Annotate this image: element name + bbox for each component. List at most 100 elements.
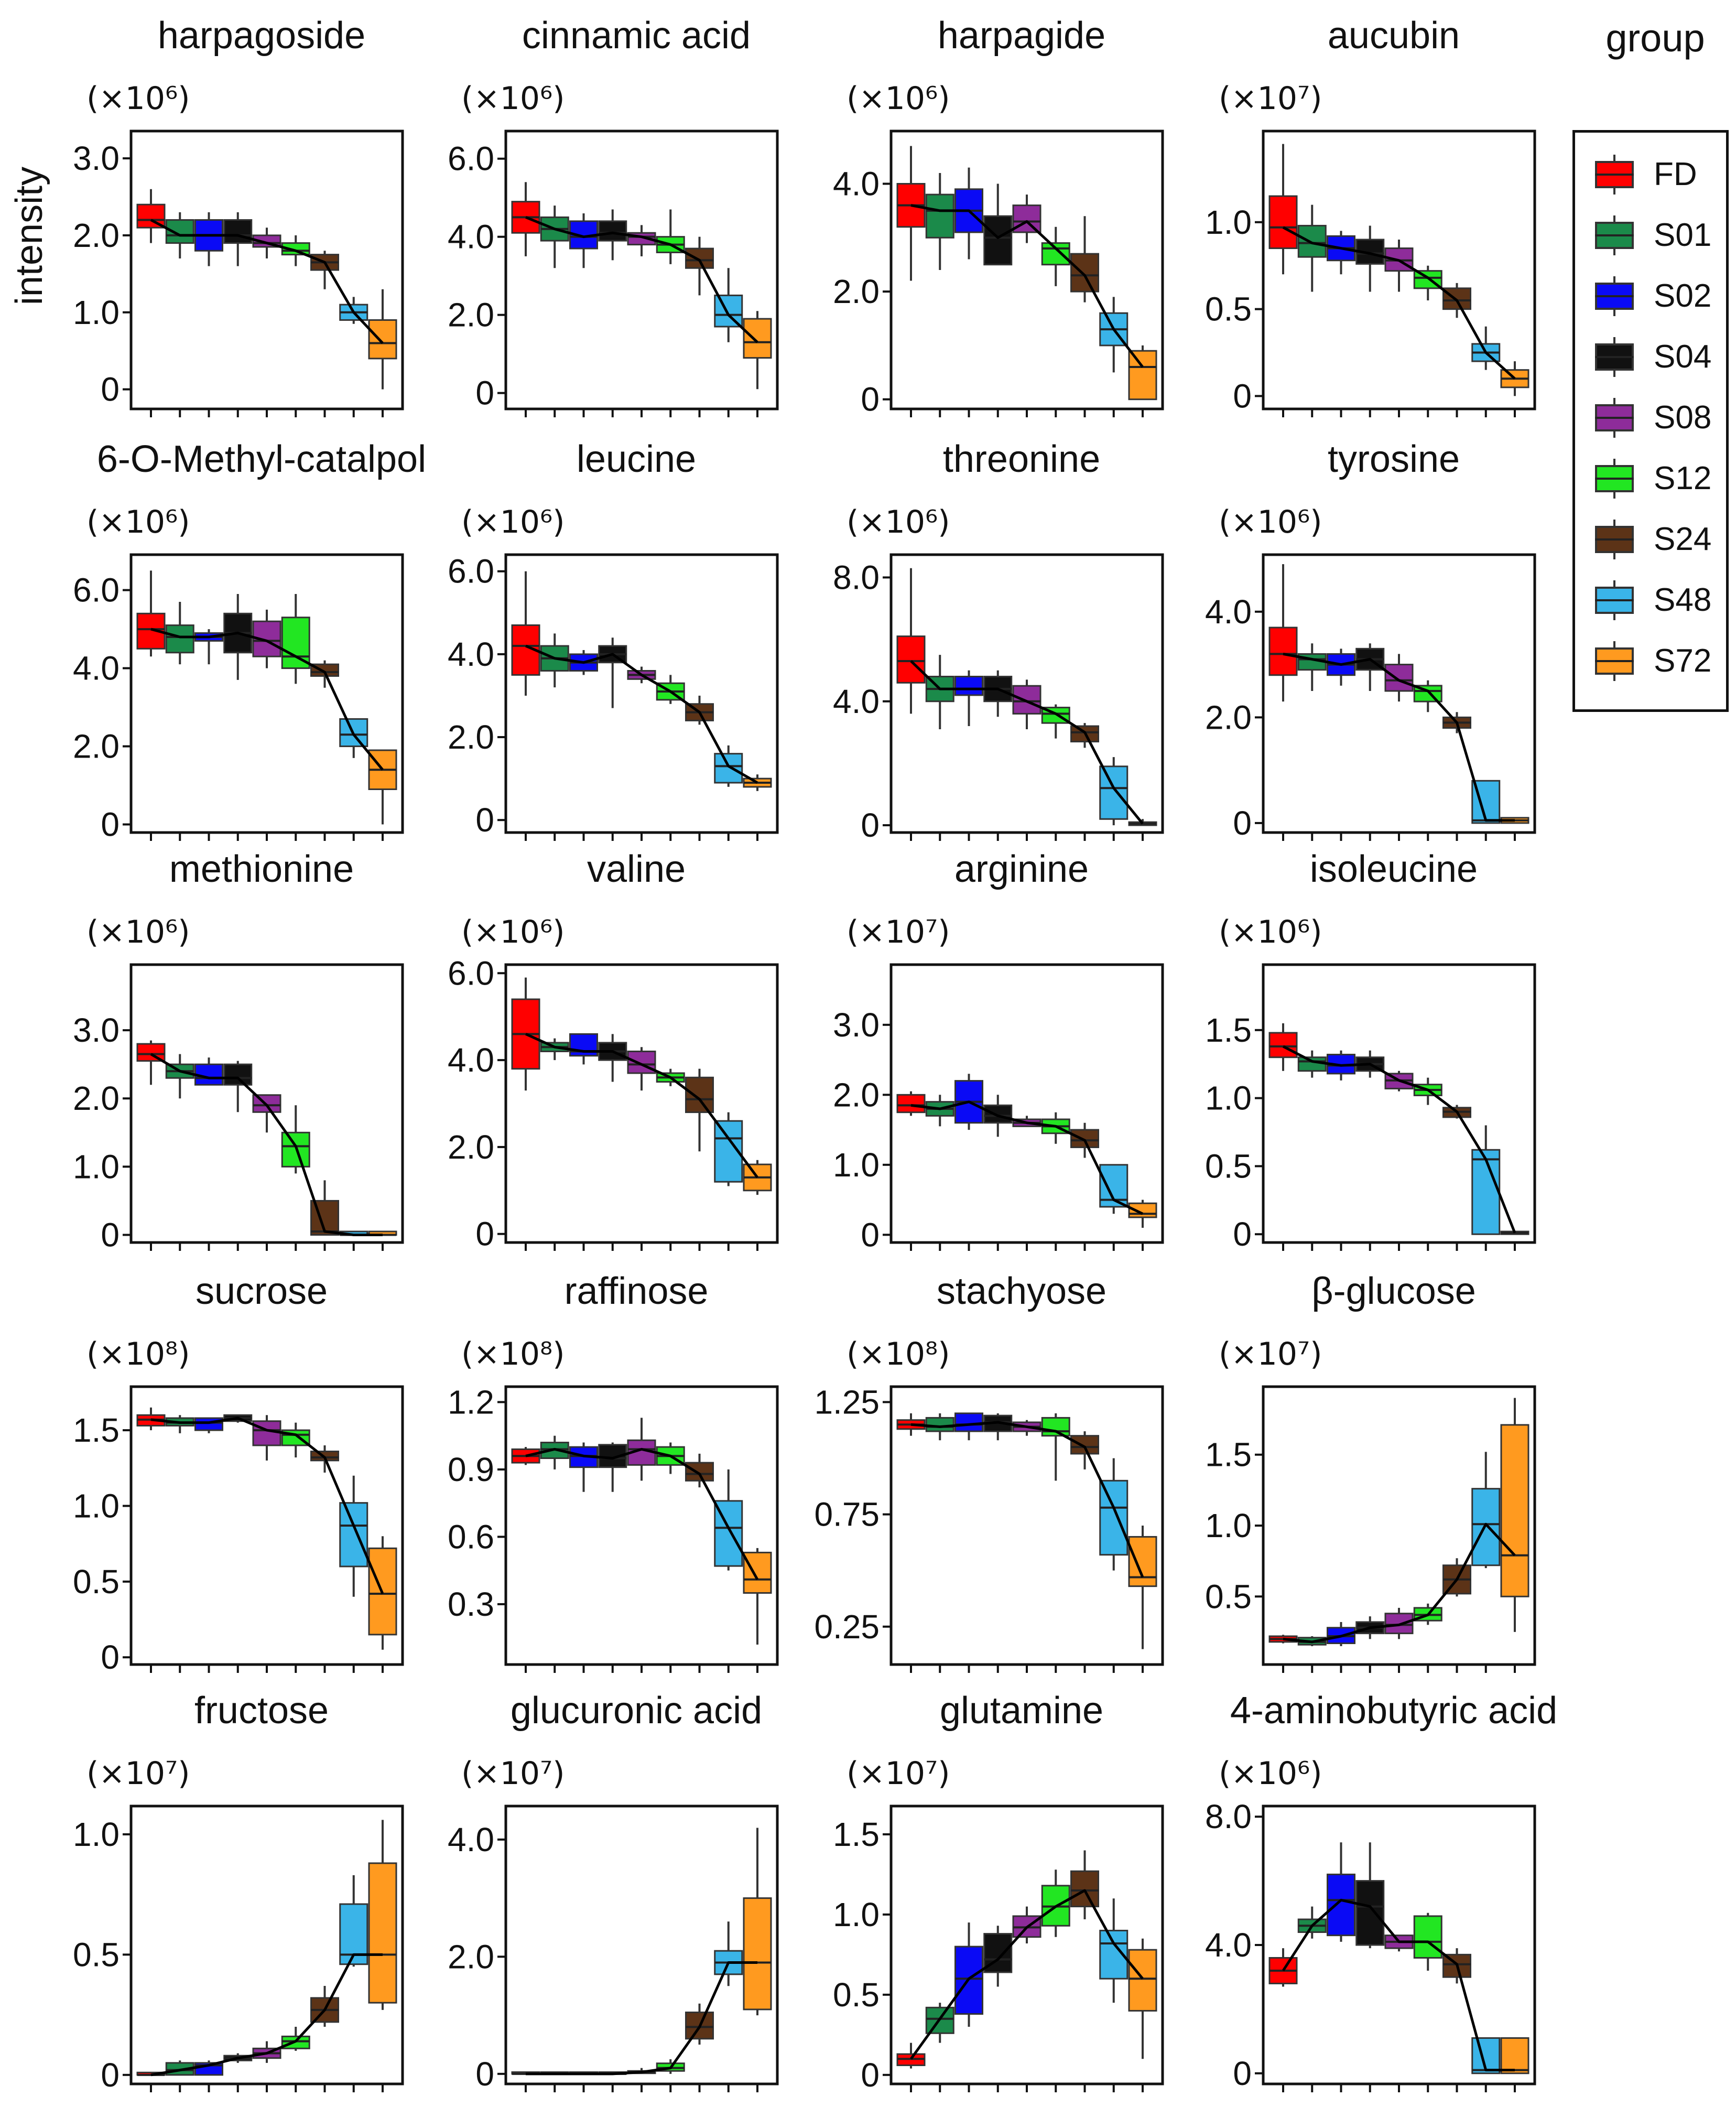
median-trend-line xyxy=(150,1417,384,1594)
box-body xyxy=(1070,1870,1099,1908)
y-tick-label: 3.0 xyxy=(73,1011,120,1049)
y-multiplier: (×10⁶) xyxy=(1219,504,1322,541)
legend-label: S01 xyxy=(1654,217,1712,253)
box-body xyxy=(1471,1149,1501,1235)
plot-frame xyxy=(504,1804,779,2085)
y-multiplier: (×10⁷) xyxy=(86,1755,190,1792)
y-multiplier: (×10⁶) xyxy=(86,504,190,541)
box-body xyxy=(511,624,540,676)
box-body xyxy=(896,1094,926,1114)
chart-title: harpagoside xyxy=(158,15,365,57)
median-trend-line xyxy=(150,1053,383,1236)
box-body xyxy=(223,219,253,244)
y-tick-label: 6.0 xyxy=(73,571,120,609)
y-multiplier: (×10⁶) xyxy=(86,914,190,950)
box-body xyxy=(1070,1435,1099,1455)
box-body xyxy=(983,1104,1013,1124)
y-multiplier: (×10⁶) xyxy=(1219,1755,1322,1792)
y-tick-label: 2.0 xyxy=(1205,698,1252,736)
y-tick-label: 1.5 xyxy=(833,1816,880,1853)
chart-title: stachyose xyxy=(937,1270,1106,1312)
legend-label: S72 xyxy=(1654,643,1712,679)
y-tick-label: 4.0 xyxy=(833,165,880,203)
y-multiplier: (×10⁶) xyxy=(1219,914,1322,950)
y-tick-label: 0.6 xyxy=(448,1518,494,1555)
y-multiplier: (×10⁷) xyxy=(847,914,950,950)
legend-item: S72 xyxy=(1591,635,1727,687)
legend-key xyxy=(1591,337,1638,377)
chart-panel: glutamine (×10⁷) 0 0.5 1.0 1.5 xyxy=(833,1690,1164,2094)
y-multiplier: (×10⁷) xyxy=(1219,1336,1322,1373)
legend-label: S24 xyxy=(1654,521,1712,557)
y-tick-label: 2.0 xyxy=(73,728,120,765)
chart-panel: threonine (×10⁶) 0 4.0 8.0 xyxy=(833,438,1164,844)
y-multiplier: (×10⁷) xyxy=(1219,80,1322,117)
median-trend-line xyxy=(525,1033,759,1179)
y-tick-label: 1.0 xyxy=(833,1146,880,1184)
y-tick-label: 0.3 xyxy=(448,1585,494,1623)
chart-panel: 6-O-Methyl-catalpol (×10⁶) 0 2.0 4.0 6.0 xyxy=(73,438,426,844)
y-tick-label: 1.25 xyxy=(814,1383,880,1421)
y-tick-label: 0.9 xyxy=(448,1451,494,1488)
y-tick-label: 0 xyxy=(861,2056,880,2094)
chart-title: methionine xyxy=(169,848,354,890)
chart-panel: raffinose(×10⁸) 0.3 0.6 0.9 1.2 xyxy=(448,1270,779,1673)
chart-panel: harpagoside (×10⁶) 0 1.0 2.0 3.0 xyxy=(73,15,404,417)
legend-key xyxy=(1591,215,1638,255)
y-tick-label: 4.0 xyxy=(833,683,880,720)
y-tick-label: 0 xyxy=(1233,1215,1252,1253)
box-body xyxy=(743,1897,772,2011)
legend-key xyxy=(1591,580,1638,620)
legend-key xyxy=(1591,459,1638,499)
y-multiplier: (×10⁶) xyxy=(461,914,565,950)
box-body xyxy=(685,1462,714,1482)
y-tick-label: 1.5 xyxy=(73,1411,120,1449)
legend-item: S04 xyxy=(1591,331,1727,383)
box-body xyxy=(368,1862,397,2004)
box-body xyxy=(1500,2037,1529,2074)
legend-item: S12 xyxy=(1591,452,1727,505)
y-multiplier: (×10⁸) xyxy=(86,1336,190,1373)
chart-panel: leucine (×10⁶) 0 2.0 4.0 6.0 xyxy=(448,438,779,841)
y-tick-label: 0.5 xyxy=(1205,1577,1252,1615)
y-tick-label: 0 xyxy=(861,1216,880,1253)
chart-panel: valine (×10⁶) 0 2.0 4.0 6.0 xyxy=(448,848,779,1253)
legend-key xyxy=(1591,520,1638,559)
y-tick-label: 1.5 xyxy=(1205,1436,1252,1474)
box-body xyxy=(896,635,926,684)
median-trend-line xyxy=(525,644,758,784)
y-tick-label: 4.0 xyxy=(73,650,120,687)
median-trend-line xyxy=(150,1953,383,2077)
box-body xyxy=(1268,1032,1298,1058)
box-body xyxy=(1471,1488,1501,1566)
box-body xyxy=(1384,664,1414,692)
chart-title: valine xyxy=(587,848,686,890)
legend-key xyxy=(1591,641,1638,681)
y-tick-label: 8.0 xyxy=(1205,1798,1252,1835)
chart-title: threonine xyxy=(943,438,1100,480)
box-body xyxy=(714,294,743,328)
y-tick-label: 1.0 xyxy=(73,1487,120,1525)
y-tick-label: 2.0 xyxy=(448,718,494,756)
box-body xyxy=(925,193,954,239)
legend-item: S48 xyxy=(1591,574,1727,626)
box-body xyxy=(1268,626,1298,676)
y-tick-label: 2.0 xyxy=(448,296,494,334)
chart-title: leucine xyxy=(577,438,696,480)
legend-label: S02 xyxy=(1654,278,1712,314)
y-tick-label: 2.0 xyxy=(73,217,120,254)
y-tick-label: 0 xyxy=(101,1216,120,1253)
median-trend-line xyxy=(910,660,1144,825)
y-tick-label: 1.0 xyxy=(833,1896,880,1933)
y-tick-label: 1.0 xyxy=(1205,1507,1252,1544)
y-tick-label: 1.5 xyxy=(1205,1011,1252,1049)
y-tick-label: 0 xyxy=(475,2055,494,2093)
box-body xyxy=(954,1412,983,1432)
y-multiplier: (×10⁷) xyxy=(461,1755,565,1792)
y-tick-label: 0 xyxy=(475,801,494,839)
y-tick-label: 0 xyxy=(1233,377,1252,415)
y-tick-label: 2.0 xyxy=(73,1079,120,1117)
box-body xyxy=(743,318,772,359)
box-body xyxy=(339,1502,368,1568)
